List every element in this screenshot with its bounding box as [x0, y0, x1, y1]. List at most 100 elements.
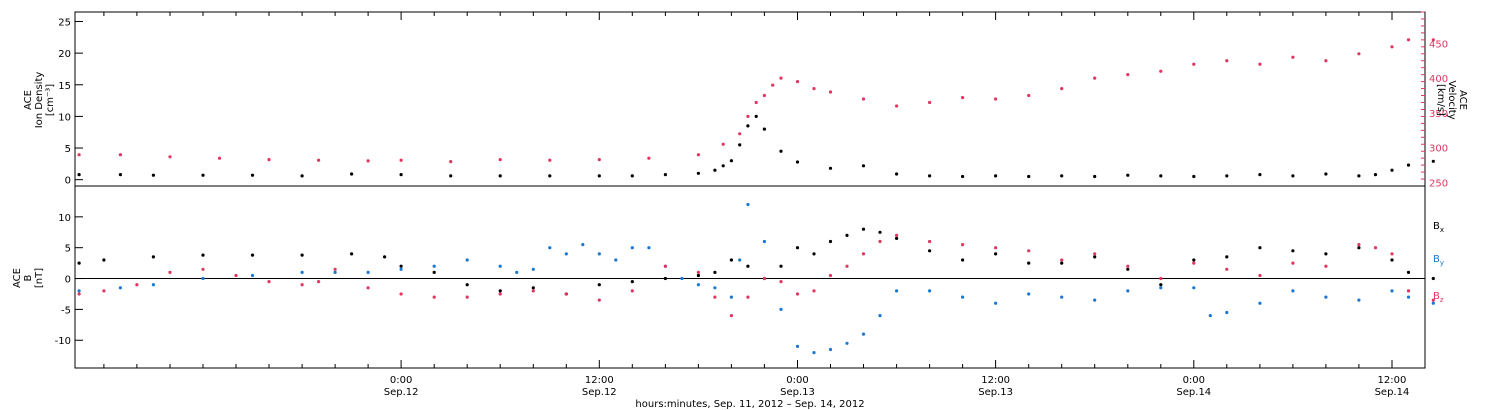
bx-point [383, 255, 387, 259]
density-point [828, 166, 833, 170]
density-point [746, 124, 750, 128]
bz-point [432, 295, 436, 299]
density-point [449, 174, 453, 178]
velocity-point [1431, 38, 1435, 42]
by-point [1324, 295, 1328, 299]
by-point [399, 267, 403, 271]
bx-point [961, 258, 965, 262]
density-tick-label: 25 [58, 17, 71, 28]
density-point [1291, 174, 1295, 178]
by-point [1027, 292, 1031, 296]
by-point [432, 264, 436, 268]
bx-point [531, 286, 535, 290]
plasma-data-points [77, 38, 1435, 179]
bx-point [795, 246, 800, 250]
by-point [713, 286, 717, 290]
bz-point [1373, 246, 1378, 250]
bz-point [1258, 273, 1262, 278]
velocity-point [1060, 87, 1064, 91]
by-point [1060, 295, 1064, 299]
b-axis-label-line-1: ACE [12, 268, 23, 288]
density-point [1225, 174, 1229, 178]
velocity-point [1027, 93, 1031, 98]
bz-point [1192, 261, 1196, 265]
x-tick-time-label: 0:00 [1183, 375, 1205, 386]
velocity-point [1258, 62, 1262, 66]
density-point [1406, 163, 1411, 167]
legend-bx-base: B [1433, 221, 1440, 232]
bz-point [845, 264, 849, 268]
density-tick-label: 15 [58, 81, 71, 92]
by-point [515, 270, 519, 274]
density-point [399, 173, 403, 177]
bx-point [812, 252, 816, 256]
density-point [738, 143, 742, 147]
by-point [1357, 298, 1361, 302]
by-point [928, 289, 932, 293]
by-point [1159, 286, 1163, 290]
x-tick-time-label: 0:00 [390, 375, 412, 386]
by-point [812, 351, 816, 355]
by-point [498, 264, 502, 268]
by-point [696, 283, 701, 287]
bz-point [465, 295, 469, 299]
by-point [680, 276, 684, 281]
b-axis-label-line-3: [nT] [34, 268, 45, 288]
density-point [1373, 173, 1378, 177]
by-point [300, 270, 304, 274]
by-point [548, 246, 552, 250]
bz-point [878, 239, 882, 244]
bx-point [663, 276, 668, 281]
bz-point [746, 295, 750, 299]
velocity-point [399, 158, 403, 162]
bz-point [300, 283, 304, 287]
density-point [861, 164, 866, 168]
bz-point [234, 273, 238, 278]
by-point [779, 307, 783, 311]
density-axis-label-line-1: ACE [23, 90, 34, 110]
bx-point [1159, 283, 1163, 287]
density-point [1324, 172, 1328, 176]
density-point [928, 174, 932, 178]
density-point [795, 160, 800, 164]
bz-point [812, 289, 816, 293]
velocity-tick-label: 400 [1429, 74, 1448, 85]
bz-point [994, 246, 998, 250]
density-point [350, 172, 354, 176]
bz-point [168, 270, 172, 274]
velocity-point [746, 114, 750, 118]
velocity-point [1159, 69, 1163, 73]
velocity-point [317, 158, 321, 162]
b-tick-label: 0 [65, 275, 71, 286]
by-point [895, 289, 899, 293]
density-point [630, 174, 634, 178]
velocity-point [1192, 62, 1196, 66]
bx-point [77, 261, 81, 265]
x-tick-time-label: 0:00 [786, 375, 808, 386]
velocity-axis-label-line-2: Velocity [1446, 80, 1457, 119]
bz-point [713, 295, 717, 299]
x-tick-date-label: Sep.14 [1375, 387, 1410, 398]
velocity-point [721, 142, 725, 146]
velocity-point [1093, 76, 1097, 80]
velocity-point [168, 155, 172, 159]
density-point [1357, 174, 1361, 178]
density-point [994, 174, 998, 178]
bz-point [77, 292, 81, 296]
velocity-tick-label: 300 [1429, 144, 1448, 155]
bx-point [432, 270, 436, 274]
by-point [1225, 310, 1229, 315]
bx-point [1406, 270, 1411, 274]
bz-point [1431, 298, 1435, 302]
by-point [614, 258, 618, 262]
velocity-point [1291, 55, 1295, 59]
bx-point [828, 239, 833, 244]
density-point [779, 149, 783, 153]
by-point [1390, 289, 1394, 293]
density-point [118, 173, 122, 177]
bx-point [1060, 261, 1064, 265]
velocity-point [895, 104, 899, 108]
velocity-point [118, 153, 122, 157]
by-point [647, 246, 651, 250]
b-tick-label: -10 [55, 336, 71, 347]
